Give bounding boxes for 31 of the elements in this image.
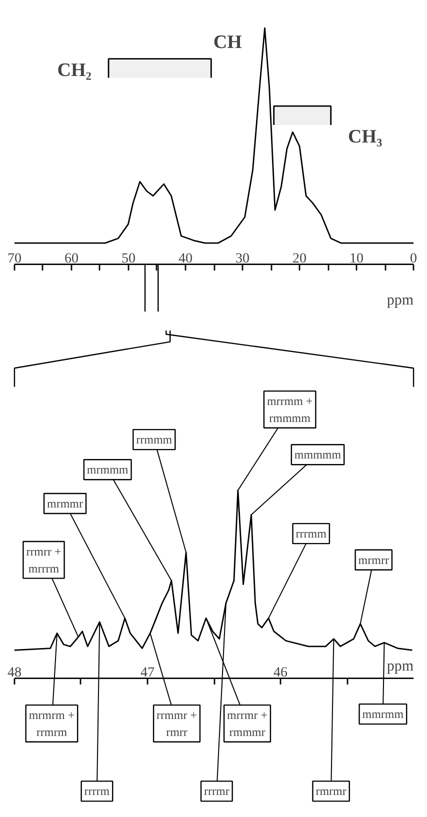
x-tick-label: 30: [236, 251, 250, 266]
annotation: rmrmr: [316, 784, 346, 798]
x-axis-title: ppm: [386, 658, 414, 675]
x-tick-label: 70: [7, 251, 22, 266]
x-tick-label: 0: [410, 251, 418, 266]
x-tick-label: 47: [140, 665, 154, 680]
x-tick-label: 40: [178, 251, 192, 266]
x-axis-title: ppm: [386, 292, 414, 309]
annotation: mrrmr + rmmmr: [227, 708, 268, 739]
annotation: mrmmr: [47, 496, 84, 510]
annotation: mrrmm + rmmmm: [266, 394, 313, 425]
annotation: mrmmm: [86, 462, 129, 477]
x-tick-label: 60: [64, 251, 78, 266]
band-label: CH₂: [57, 60, 92, 82]
annotation: rrrmr: [204, 784, 230, 798]
annotation: CH: [213, 32, 242, 53]
annotation: mrmrm + rrmrm: [28, 708, 75, 739]
annotation: mmrmm: [362, 707, 404, 722]
annotation: rrmmr + rmrr: [156, 708, 198, 739]
annotation: rrrrm: [84, 784, 110, 798]
x-tick-label: 50: [121, 251, 136, 266]
band-label: CH₃: [348, 126, 382, 148]
x-tick-label: 10: [350, 251, 364, 266]
x-tick-label: 20: [292, 251, 307, 266]
x-tick-label: 46: [274, 665, 288, 680]
annotation: mmmmm: [294, 448, 342, 462]
annotation: rrmrr + mrrrm: [26, 544, 62, 576]
annotation: mrmrr: [358, 552, 389, 567]
x-tick-label: 48: [7, 665, 22, 680]
annotation: rrmmm: [136, 432, 173, 447]
annotation: rrrmm: [296, 526, 328, 541]
